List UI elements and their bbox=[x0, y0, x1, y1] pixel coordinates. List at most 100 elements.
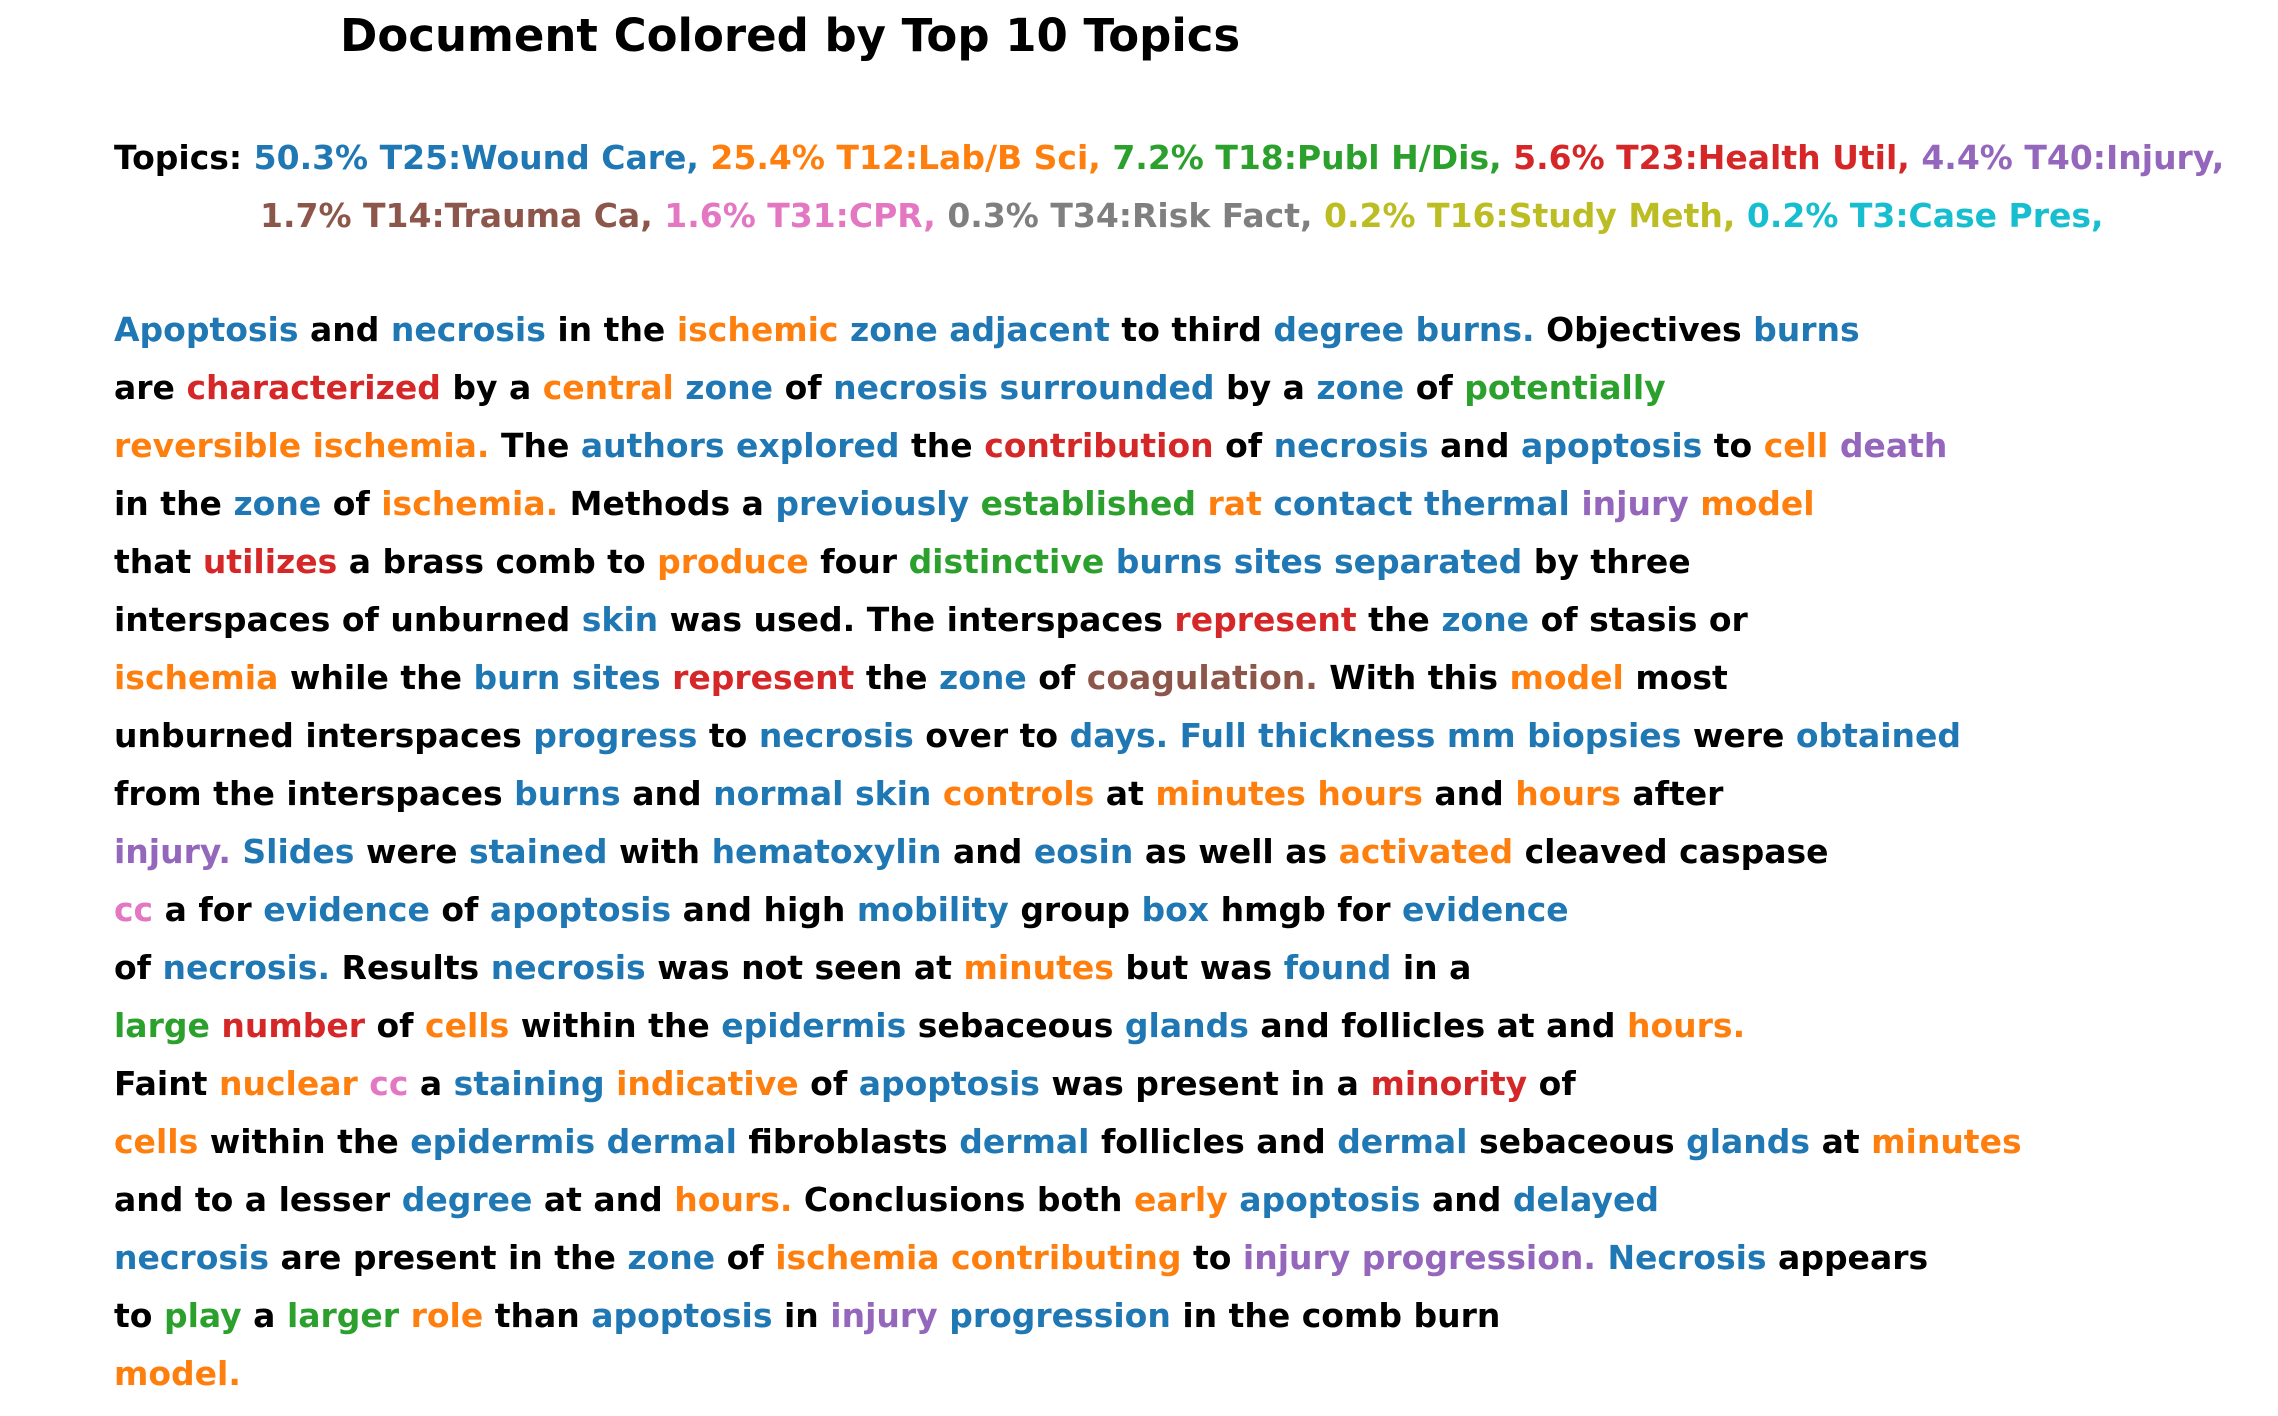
topic-legend-item: 0.3% T34:Risk Fact, bbox=[947, 196, 1313, 235]
document-text-segment: are present in the bbox=[280, 1238, 616, 1277]
document-text-segment: by a bbox=[1226, 368, 1305, 407]
document-text-segment: ischemic bbox=[676, 310, 839, 349]
document-text-segment: in the bbox=[114, 484, 222, 523]
document-text-segment: progression bbox=[949, 1296, 1171, 1335]
topic-legend-item: 50.3% T25:Wound Care, bbox=[253, 138, 699, 177]
document-text-segment: and bbox=[1440, 426, 1510, 465]
document-line: reversible ischemia. The authors explore… bbox=[114, 426, 1947, 466]
document-text-segment: of bbox=[114, 948, 152, 987]
document-text-segment: within the bbox=[209, 1122, 399, 1161]
document-text-segment: than bbox=[494, 1296, 580, 1335]
document-text-segment: fibroblasts bbox=[748, 1122, 948, 1161]
topic-legend-item: 25.4% T12:Lab/B Sci, bbox=[710, 138, 1101, 177]
document-text-segment: apoptosis bbox=[858, 1064, 1040, 1103]
document-text-segment: produce bbox=[657, 542, 809, 581]
document-text-segment: stained bbox=[468, 832, 608, 871]
document-text-segment: and bbox=[1431, 1180, 1502, 1219]
document-text-segment: but was bbox=[1125, 948, 1273, 987]
document-text-segment: hours. bbox=[1627, 1006, 1746, 1045]
document-text-segment: degree burns. bbox=[1273, 310, 1535, 349]
document-text-segment: staining bbox=[453, 1064, 605, 1103]
document-text-segment: glands bbox=[1686, 1122, 1811, 1161]
document-text-segment: authors explored bbox=[580, 426, 900, 465]
document-text-segment: necrosis bbox=[1273, 426, 1429, 465]
document-text-segment: evidence bbox=[1402, 890, 1569, 929]
document-line: in the zone of ischemia. Methods a previ… bbox=[114, 484, 1815, 524]
document-text-segment: group bbox=[1020, 890, 1130, 929]
document-line: interspaces of unburned skin was used. T… bbox=[114, 600, 1748, 640]
document-text-segment: mobility bbox=[856, 890, 1009, 929]
document-text-segment: contact thermal bbox=[1273, 484, 1570, 523]
document-text-segment: of bbox=[1538, 1064, 1576, 1103]
document-line: cells within the epidermis dermal fibrob… bbox=[114, 1122, 2022, 1162]
document-text-segment: necrosis bbox=[490, 948, 646, 987]
document-text-segment: distinctive bbox=[908, 542, 1105, 581]
document-text-segment: and high bbox=[682, 890, 846, 929]
document-text-segment: apoptosis bbox=[1521, 426, 1703, 465]
document-text-segment: glands bbox=[1124, 1006, 1249, 1045]
document-text-segment: a brass comb to bbox=[348, 542, 646, 581]
document-text-segment: ischemia bbox=[114, 658, 279, 697]
document-text-segment: death bbox=[1839, 426, 1948, 465]
document-text-segment: ischemia contributing bbox=[775, 1238, 1182, 1277]
document-text-segment: zone bbox=[1316, 368, 1405, 407]
document-text-segment: of bbox=[376, 1006, 414, 1045]
document-text-segment: epidermis dermal bbox=[410, 1122, 737, 1161]
document-text-segment: days. Full thickness mm biopsies bbox=[1069, 716, 1682, 755]
document-text-segment: evidence bbox=[263, 890, 430, 929]
document-text-segment: four bbox=[820, 542, 898, 581]
document-text-segment: progress bbox=[533, 716, 698, 755]
document-text-segment: cells bbox=[425, 1006, 510, 1045]
document-line: that utilizes a brass comb to produce fo… bbox=[114, 542, 1691, 582]
document-text-segment: zone bbox=[1441, 600, 1530, 639]
document-text-segment: of bbox=[1038, 658, 1076, 697]
document-line: unburned interspaces progress to necrosi… bbox=[114, 716, 1961, 756]
document-line: are characterized by a central zone of n… bbox=[114, 368, 1666, 408]
document-line: ischemia while the burn sites represent … bbox=[114, 658, 1728, 698]
document-text-segment: Methods a bbox=[569, 484, 764, 523]
document-text-segment: in bbox=[783, 1296, 819, 1335]
document-text-segment: ischemia. bbox=[381, 484, 559, 523]
document-text-segment: With this bbox=[1329, 658, 1498, 697]
document-text-segment: represent bbox=[1174, 600, 1357, 639]
document-text-segment: minority bbox=[1370, 1064, 1528, 1103]
document-text-segment: injury bbox=[830, 1296, 938, 1335]
document-text-segment: burns bbox=[514, 774, 621, 813]
document-text-segment: apoptosis bbox=[489, 890, 672, 929]
document-text-segment: by three bbox=[1533, 542, 1691, 581]
document-line: to play a larger role than apoptosis in … bbox=[114, 1296, 1500, 1336]
document-text-segment: with bbox=[618, 832, 701, 871]
document-line: large number of cells within the epiderm… bbox=[114, 1006, 1745, 1046]
document-line: injury. Slides were stained with hematox… bbox=[114, 832, 1829, 872]
document-text-segment: in the bbox=[557, 310, 666, 349]
document-text-segment: rat bbox=[1207, 484, 1262, 523]
document-text-segment: of bbox=[441, 890, 479, 929]
document-text-segment: was not seen at bbox=[657, 948, 952, 987]
document-text-segment: Objectives bbox=[1546, 310, 1742, 349]
topic-legend-item: 7.2% T18:Publ H/Dis, bbox=[1112, 138, 1502, 177]
document-text-segment: zone bbox=[627, 1238, 716, 1277]
document-text-segment: cells bbox=[114, 1122, 199, 1161]
document-text-segment: most bbox=[1635, 658, 1728, 697]
document-text-segment: from the interspaces bbox=[114, 774, 503, 813]
document-text-segment: within the bbox=[520, 1006, 710, 1045]
document-text-segment: Results bbox=[341, 948, 480, 987]
document-text-segment: to bbox=[1192, 1238, 1232, 1277]
document-text-segment: play bbox=[163, 1296, 242, 1335]
document-text-segment: degree bbox=[401, 1180, 533, 1219]
document-text-segment: epidermis bbox=[721, 1006, 907, 1045]
document-text-segment: necrosis bbox=[758, 716, 914, 755]
document-text-segment: were bbox=[365, 832, 458, 871]
document-text-segment: delayed bbox=[1512, 1180, 1659, 1219]
document-text-segment: large bbox=[114, 1006, 210, 1045]
document-text-segment: hours. bbox=[674, 1180, 793, 1219]
document-line: Faint nuclear cc a staining indicative o… bbox=[114, 1064, 1576, 1104]
document-line: Apoptosis and necrosis in the ischemic z… bbox=[114, 310, 1860, 350]
document-text-segment: previously bbox=[775, 484, 970, 523]
document-text-segment: zone bbox=[939, 658, 1027, 697]
document-line: necrosis are present in the zone of isch… bbox=[114, 1238, 1928, 1278]
topic-legend-item: 1.7% T14:Trauma Ca, bbox=[260, 196, 653, 235]
document-text-segment: the bbox=[1368, 600, 1430, 639]
document-text-segment: cc bbox=[114, 890, 154, 929]
document-text-segment: of bbox=[1415, 368, 1453, 407]
